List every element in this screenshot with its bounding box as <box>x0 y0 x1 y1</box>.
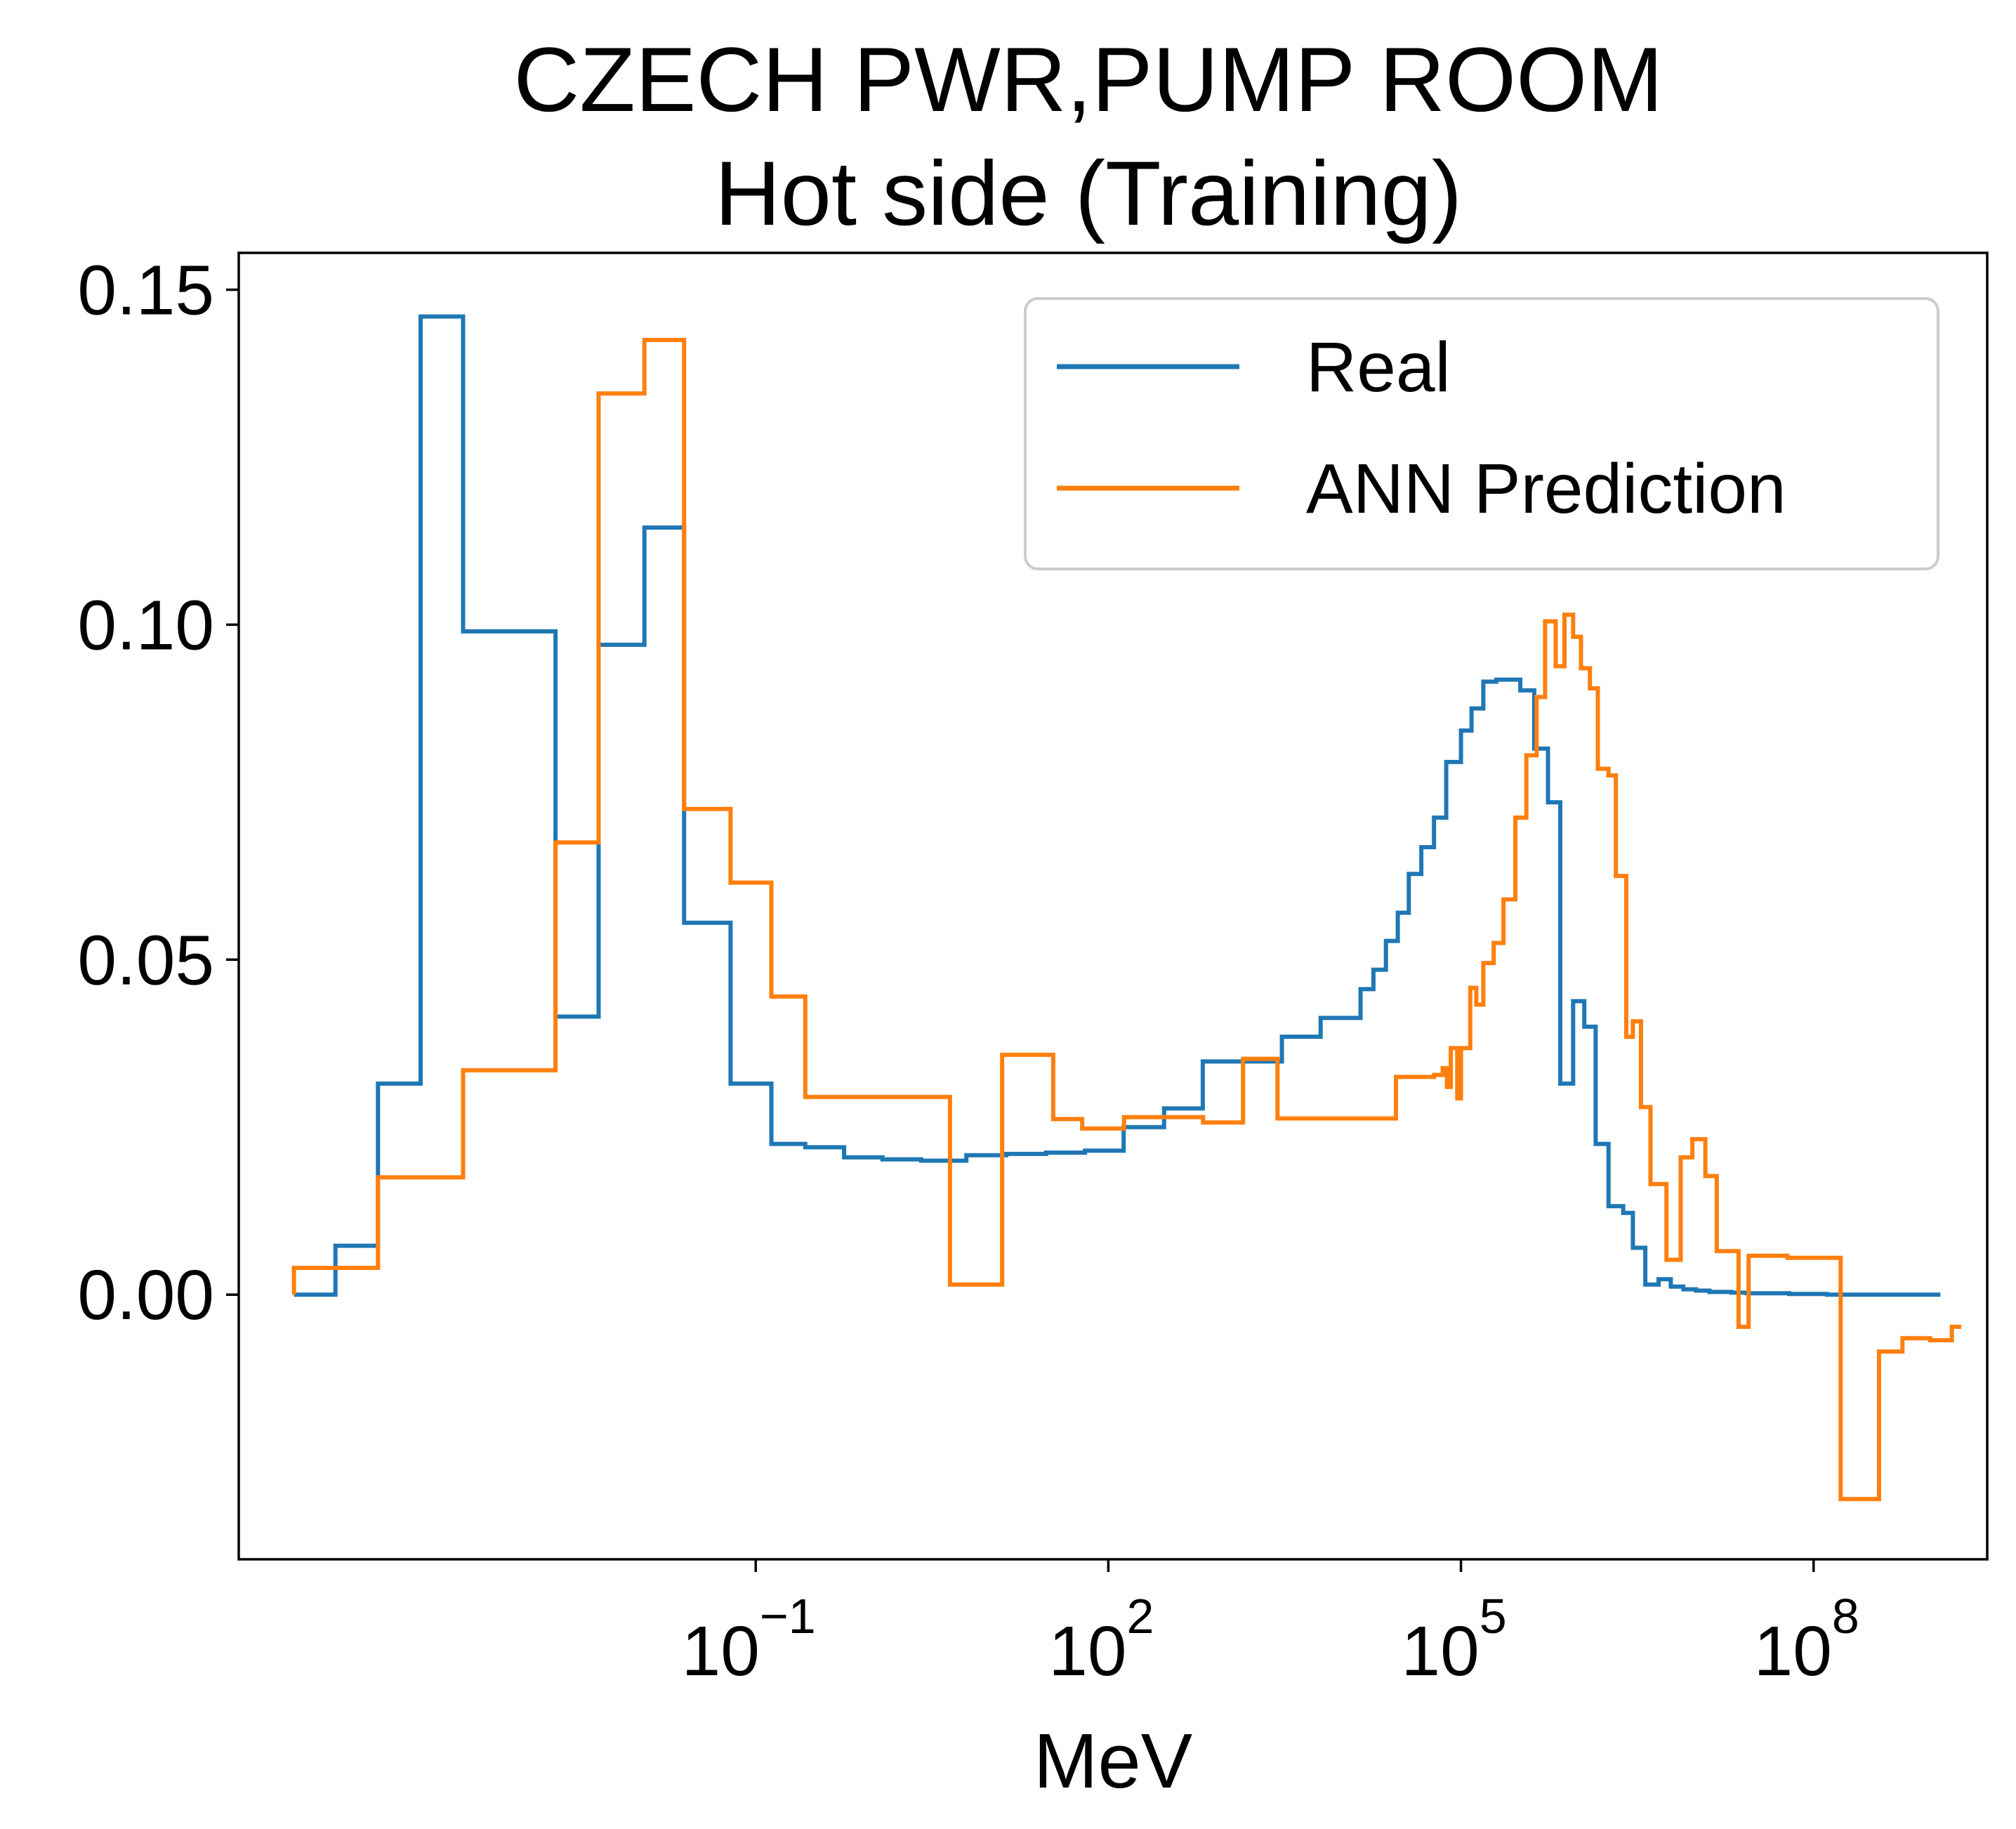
series-line-ann-prediction <box>291 338 1961 1502</box>
x-tick-label: 105 <box>1401 1589 1506 1691</box>
x-axis: 10−1 102 105 108 <box>682 1559 1859 1691</box>
chart-title-line-1: CZECH PWR,PUMP ROOM <box>513 28 1663 131</box>
x-tick-label: 10−1 <box>682 1589 816 1691</box>
series-layer <box>291 314 1961 1502</box>
y-tick-label: 0.00 <box>77 1256 214 1335</box>
legend-box <box>1024 297 1939 570</box>
y-tick-label: 0.10 <box>77 586 214 664</box>
x-tick-label: 102 <box>1048 1589 1154 1691</box>
x-axis-label: MeV <box>1034 1718 1192 1804</box>
legend-label-ann-prediction: ANN Prediction <box>1306 450 1786 528</box>
y-tick-label: 0.15 <box>77 251 214 329</box>
y-axis: 0.00 0.05 0.10 0.15 <box>77 251 239 1335</box>
y-tick-label: 0.05 <box>77 921 214 999</box>
legend: Real ANN Prediction <box>1024 297 1939 570</box>
legend-label-real: Real <box>1306 328 1451 407</box>
plot-area-frame <box>237 251 1989 1561</box>
series-line-real <box>294 314 1941 1297</box>
x-tick-label: 108 <box>1754 1589 1859 1691</box>
chart-title-line-2: Hot side (Training) <box>715 142 1462 244</box>
chart-title: CZECH PWR,PUMP ROOM Hot side (Training) <box>513 28 1663 244</box>
